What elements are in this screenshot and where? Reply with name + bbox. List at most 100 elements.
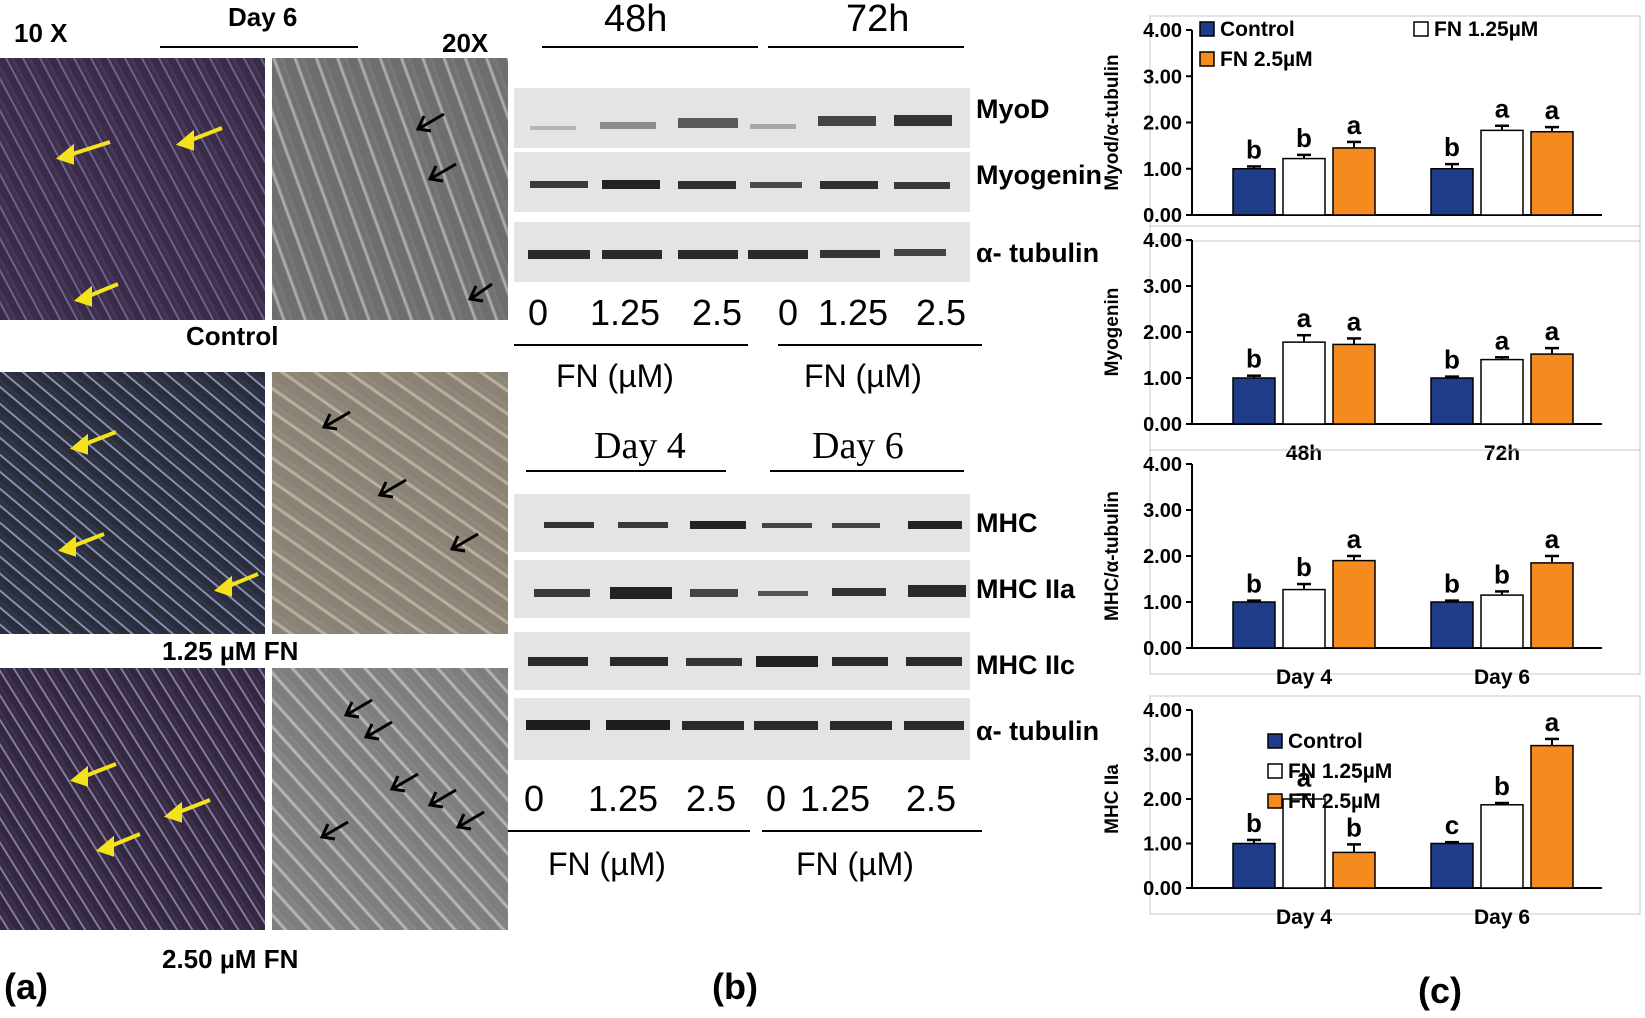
chart-myod: 0.00 1.00 2.00 3.00 4.00 Myod/α-tubulin b b b a a a	[1102, 15, 1641, 242]
lane-label: 1.25	[818, 292, 889, 333]
significance-letter: b	[1246, 569, 1262, 599]
rule-fn-right-bottom	[762, 830, 982, 832]
bar	[1430, 601, 1474, 649]
legend-label: FN 1.25µM	[1434, 18, 1538, 41]
bar	[1232, 601, 1276, 649]
y-tick-label: 3.00	[1143, 276, 1182, 298]
micrograph-control-10x	[0, 58, 265, 320]
rule-fn-right-top	[778, 344, 982, 346]
rule-day4	[526, 470, 726, 472]
significance-letter: a	[1495, 325, 1510, 355]
blot-label-tubulin-bottom: α- tubulin	[976, 716, 1100, 746]
significance-letter: a	[1297, 763, 1312, 793]
chart-mhc: 0.00 1.00 2.00 3.00 4.00 MHC/α-tubulin b b b b a a D…	[1102, 449, 1641, 689]
y-tick-label: 1.00	[1143, 834, 1182, 856]
blot-label-tubulin-top: α- tubulin	[976, 238, 1100, 268]
rule-48h	[542, 46, 758, 48]
bar	[1282, 588, 1326, 649]
blot-bands-top	[528, 115, 952, 259]
chart-frame	[1149, 449, 1641, 675]
bar	[1530, 744, 1574, 889]
significance-letter: a	[1495, 94, 1510, 124]
significance-letter: b	[1246, 808, 1262, 838]
y-tick-label: 0.00	[1143, 414, 1182, 436]
legend-label: Control	[1288, 730, 1363, 753]
y-tick-label: 4.00	[1143, 20, 1182, 42]
y-tick-label: 0.00	[1143, 205, 1182, 227]
significance-letter: a	[1545, 524, 1560, 554]
chart-mhc-iia: 0.00 1.00 2.00 3.00 4.00 MHC IIa b c a b b a Day 4 Da…	[1102, 695, 1641, 929]
lane-label: 0	[524, 778, 545, 819]
bar	[1332, 851, 1376, 889]
y-axis-label: MHC/α-tubulin	[1102, 491, 1123, 621]
y-tick-label: 2.00	[1143, 322, 1182, 344]
bar	[1332, 147, 1376, 216]
legend-swatch	[1267, 793, 1283, 809]
significance-letter: b	[1494, 771, 1510, 801]
bar	[1282, 341, 1326, 425]
y-tick-label: 3.00	[1143, 66, 1182, 88]
panel-tag-b: (b)	[712, 966, 758, 1007]
significance-letter: a	[1347, 524, 1362, 554]
bar	[1332, 559, 1376, 649]
bar	[1480, 804, 1524, 889]
x-tick-label: Day 4	[1276, 666, 1332, 689]
bar	[1480, 594, 1524, 649]
legend-swatch	[1267, 763, 1283, 779]
bar	[1480, 358, 1524, 425]
lane-label: 2.5	[916, 292, 967, 333]
group-label-fn-right-bottom: FN (µM)	[796, 846, 914, 882]
rule-72h	[768, 46, 964, 48]
lane-label: 2.5	[686, 778, 737, 819]
y-axis-label: Myod/α-tubulin	[1102, 54, 1123, 190]
y-tick-label: 2.00	[1143, 113, 1182, 135]
micrograph-control-20x	[272, 58, 508, 320]
lane-label: 0	[766, 778, 787, 819]
blot-bands-bottom	[526, 521, 966, 730]
bar	[1530, 562, 1574, 649]
group-label-fn-right-top: FN (µM)	[804, 358, 922, 394]
significance-letter: b	[1246, 134, 1262, 164]
bar	[1332, 343, 1376, 425]
legend-swatch	[1267, 733, 1283, 749]
significance-letter: b	[1494, 559, 1510, 589]
x-tick-label: Day 6	[1474, 666, 1530, 689]
panel-tag-c: (c)	[1418, 970, 1462, 1011]
time-label-day6: Day 6	[812, 425, 904, 467]
significance-letter: b	[1346, 812, 1362, 842]
y-tick-label: 2.00	[1143, 789, 1182, 811]
panel-c-charts: 0.00 1.00 2.00 3.00 4.00 Myod/α-tubulin b b b a a a…	[1102, 15, 1641, 929]
y-tick-label: 1.00	[1143, 592, 1182, 614]
bar	[1530, 353, 1574, 425]
bar	[1232, 377, 1276, 425]
legend-label: FN 1.25µM	[1288, 760, 1392, 783]
blot-label-myod: MyoD	[976, 94, 1050, 124]
blot-label-mhc: MHC	[976, 508, 1038, 538]
significance-letter: a	[1545, 95, 1560, 125]
y-tick-label: 3.00	[1143, 500, 1182, 522]
y-tick-label: 3.00	[1143, 745, 1182, 767]
y-tick-label: 1.00	[1143, 368, 1182, 390]
y-axis-label: Myogenin	[1102, 288, 1123, 377]
legend-label: FN 2.5µM	[1220, 48, 1313, 71]
y-tick-label: 4.00	[1143, 700, 1182, 722]
micrograph-arrows	[55, 112, 493, 857]
legend-swatch	[1199, 21, 1215, 37]
blot-label-myogenin: Myogenin	[976, 160, 1102, 190]
y-tick-label: 1.00	[1143, 159, 1182, 181]
significance-letter: b	[1444, 569, 1460, 599]
rule-fn-left-bottom	[508, 830, 750, 832]
bar	[1232, 168, 1276, 216]
group-label-fn-left-bottom: FN (µM)	[548, 846, 666, 882]
bar	[1480, 129, 1524, 216]
time-label-48h: 48h	[604, 0, 668, 40]
bar	[1232, 842, 1276, 889]
group-label-fn-left-top: FN (µM)	[556, 358, 674, 394]
chart-frame	[1149, 15, 1641, 242]
x-tick-label: Day 6	[1474, 906, 1530, 929]
row-label-250fn: 2.50 µM FN	[162, 944, 299, 974]
y-tick-label: 0.00	[1143, 638, 1182, 660]
lane-label: 1.25	[590, 292, 661, 333]
chart-frame	[1149, 695, 1641, 915]
legend-label: FN 2.5µM	[1288, 790, 1381, 813]
